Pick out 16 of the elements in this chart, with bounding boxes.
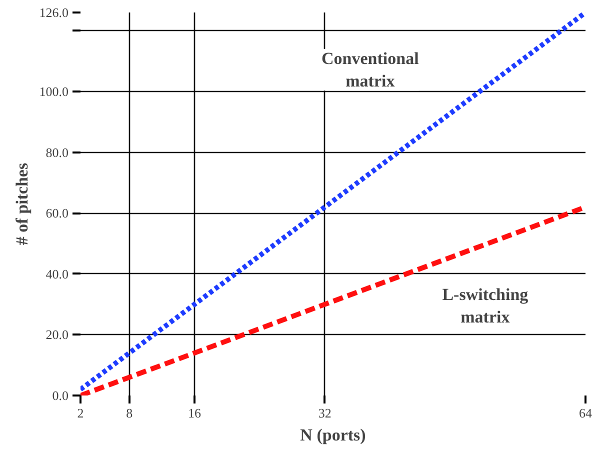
y-tick-label: 80.0 xyxy=(46,144,68,160)
y-tick-label: 40.0 xyxy=(46,266,68,282)
series-label: L-switching matrix xyxy=(442,284,529,327)
x-tick-label: 8 xyxy=(126,406,133,420)
y-tick-label: 60.0 xyxy=(46,206,68,221)
x-tick-label: 2 xyxy=(77,406,84,420)
x-axis-title: N (ports) xyxy=(300,426,366,444)
y-tick-label: 100.0 xyxy=(39,84,68,100)
text: Conventional matrix xyxy=(322,48,420,91)
x-tick-label: 16 xyxy=(188,406,202,420)
x-tick-label: 64 xyxy=(579,406,592,420)
y-tick-label: 20.0 xyxy=(46,327,68,342)
y-tick-label: 126.0 xyxy=(39,5,68,20)
y-tick-label: 0.0 xyxy=(52,388,68,403)
x-tick-label: 32 xyxy=(318,406,332,420)
y-axis-title: # of pitches xyxy=(12,162,32,246)
